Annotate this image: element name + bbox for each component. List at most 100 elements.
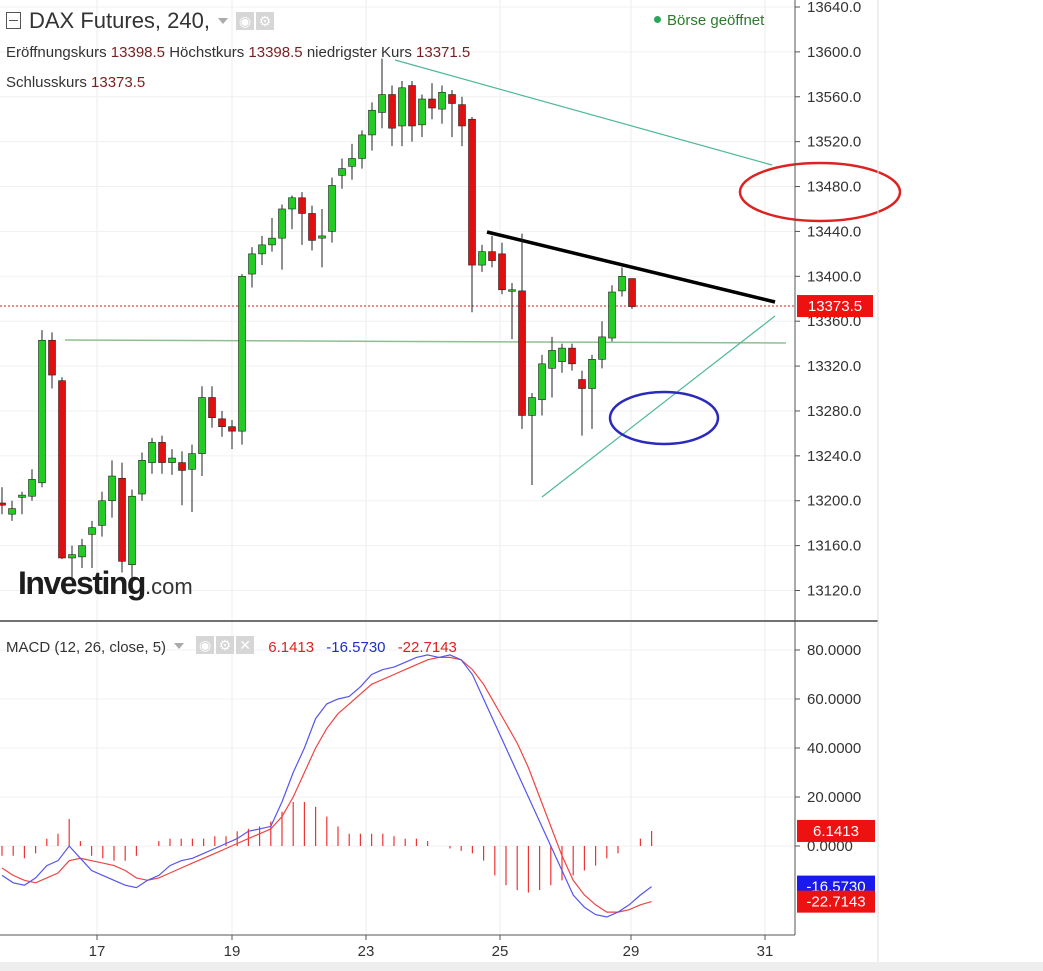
y-tick-label: 13200.0 bbox=[807, 493, 861, 510]
y-tick-label: 13520.0 bbox=[807, 134, 861, 151]
y-tick-label: 13640.0 bbox=[807, 0, 861, 16]
x-tick-label: 25 bbox=[492, 943, 509, 960]
gear-icon[interactable]: ⚙ bbox=[216, 636, 235, 654]
y-tick-label: 13400.0 bbox=[807, 268, 861, 285]
candle-body bbox=[578, 379, 586, 389]
candle-body bbox=[538, 363, 546, 401]
candle-body bbox=[268, 237, 276, 246]
candle-body bbox=[98, 500, 106, 526]
target-ellipse-blue bbox=[608, 390, 720, 446]
candle-body bbox=[528, 397, 536, 416]
macd-header[interactable]: MACD (12, 26, close, 5) ◉ ⚙ ✕ 6.1413 -16.57… bbox=[6, 636, 457, 656]
y-tick-label: 13480.0 bbox=[807, 179, 861, 196]
x-tick-label: 19 bbox=[224, 943, 241, 960]
eye-icon[interactable]: ◉ bbox=[235, 12, 254, 30]
candle-body bbox=[448, 94, 456, 104]
candle-body bbox=[618, 276, 626, 292]
close-label: Schlusskurs bbox=[6, 74, 87, 91]
grid-lines bbox=[0, 0, 795, 935]
candle-body bbox=[8, 508, 16, 515]
high-label: Höchstkurs bbox=[169, 44, 245, 61]
candle-body bbox=[208, 397, 216, 418]
candle-body bbox=[568, 347, 576, 365]
candle-body bbox=[458, 104, 466, 127]
candle-body bbox=[108, 475, 116, 502]
eye-icon[interactable]: ◉ bbox=[196, 636, 215, 654]
candle-body bbox=[588, 359, 596, 389]
y-tick-label: 13240.0 bbox=[807, 448, 861, 465]
candle-body bbox=[468, 118, 476, 266]
y-tick-label: 13440.0 bbox=[807, 223, 861, 240]
candle-body bbox=[328, 185, 336, 232]
collapse-icon[interactable] bbox=[6, 12, 21, 29]
macd-value-tag bbox=[797, 890, 875, 913]
candle-body bbox=[368, 109, 376, 136]
macd-value-tag-label: 6.1413 bbox=[813, 823, 859, 840]
low-label: niedrigster Kurs bbox=[306, 44, 412, 61]
y-tick-label: 13600.0 bbox=[807, 44, 861, 61]
resistance-trendline bbox=[486, 230, 776, 304]
y-tick-label: 13120.0 bbox=[807, 583, 861, 600]
ohlc-row: Eröffnungskurs 13398.5 Höchstkurs 13398.… bbox=[6, 44, 470, 61]
investing-logo: Investing.com bbox=[18, 565, 193, 602]
macd-value-tag-label: -22.7143 bbox=[806, 894, 865, 911]
macd-value-histogram: 6.1413 bbox=[268, 639, 315, 656]
candle-body bbox=[228, 426, 236, 432]
candlestick-series bbox=[0, 58, 636, 582]
candle-body bbox=[388, 94, 396, 129]
x-tick-label: 17 bbox=[89, 943, 106, 960]
candle-body bbox=[48, 339, 56, 376]
y-tick-label: 13160.0 bbox=[807, 538, 861, 555]
candle-body bbox=[58, 380, 66, 559]
candle-body bbox=[558, 347, 566, 362]
candle-body bbox=[508, 289, 516, 292]
candle-body bbox=[308, 213, 316, 241]
candle-body bbox=[438, 91, 446, 110]
candle-body bbox=[178, 462, 186, 471]
macd-signal-line bbox=[1, 656, 652, 913]
candle-body bbox=[118, 477, 126, 562]
candle-body bbox=[188, 453, 196, 470]
candle-body bbox=[38, 339, 46, 484]
candle-body bbox=[218, 418, 226, 427]
macd-value-tag bbox=[797, 819, 875, 842]
chevron-down-icon[interactable] bbox=[217, 18, 228, 24]
y-tick-label: 13360.0 bbox=[807, 313, 861, 330]
candle-body bbox=[128, 495, 136, 565]
drawn-annotations bbox=[0, 59, 902, 498]
candle-body bbox=[548, 350, 556, 369]
candle-body bbox=[338, 168, 346, 176]
candle-body bbox=[408, 85, 416, 127]
support-line bbox=[64, 339, 787, 344]
macd-label: MACD (12, 26, close, 5) bbox=[6, 639, 167, 656]
candle-body bbox=[148, 442, 156, 463]
low-value: 13371.5 bbox=[416, 44, 471, 61]
y-tick-label: 80.0000 bbox=[807, 642, 861, 659]
candle-body bbox=[278, 208, 286, 239]
candle-body bbox=[518, 290, 526, 416]
candle-body bbox=[28, 479, 36, 497]
candle-body bbox=[88, 527, 96, 535]
candle-body bbox=[298, 197, 306, 214]
candle-body bbox=[168, 457, 176, 463]
candle-body bbox=[318, 235, 326, 239]
chart-title[interactable]: DAX Futures, 240, ◉ ⚙ bbox=[6, 8, 276, 34]
close-icon[interactable]: ✕ bbox=[236, 636, 255, 654]
y-tick-label: 20.0000 bbox=[807, 789, 861, 806]
status-dot-icon bbox=[654, 16, 661, 23]
gear-icon[interactable]: ⚙ bbox=[255, 12, 274, 30]
logo-text: Investing bbox=[18, 565, 146, 601]
y-tick-label: 40.0000 bbox=[807, 740, 861, 757]
chevron-down-icon[interactable] bbox=[174, 643, 185, 649]
close-value: 13373.5 bbox=[91, 74, 146, 91]
high-value: 13398.5 bbox=[248, 44, 303, 61]
macd-value-macd: -16.5730 bbox=[326, 639, 386, 656]
candle-body bbox=[488, 251, 496, 261]
macd-value-signal: -22.7143 bbox=[397, 639, 457, 656]
candle-body bbox=[358, 134, 366, 159]
title-text: DAX Futures, 240, bbox=[29, 8, 210, 33]
candle-body bbox=[598, 336, 606, 360]
candle-body bbox=[428, 98, 436, 109]
